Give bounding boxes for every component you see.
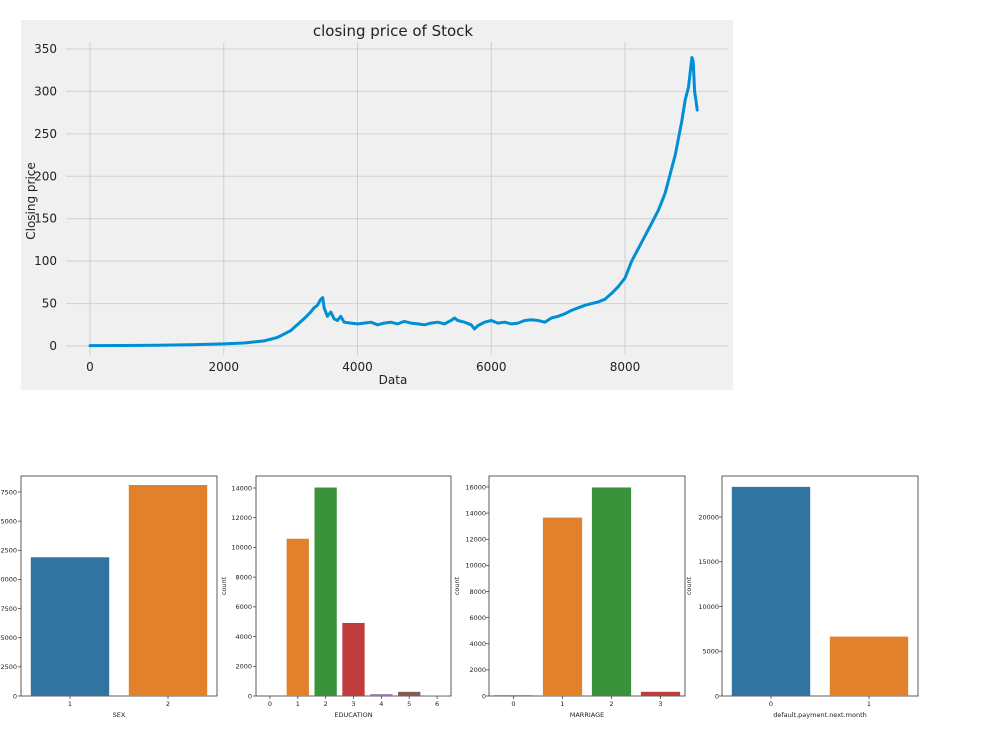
x-tick-label: 8000 [610,360,641,374]
bar-3 [342,622,365,696]
y-tick-label: 0 [482,692,486,700]
bar-4 [370,694,393,696]
y-tick-label: 2500 [0,663,17,671]
x-tick-label: 6 [435,700,439,708]
y-axis-label: count [220,576,228,595]
y-tick-label: 4000 [235,633,252,641]
bar-2 [314,487,337,696]
y-tick-label: 8000 [469,588,486,596]
plot-background [21,20,733,390]
x-tick-label: 4000 [342,360,373,374]
y-tick-label: 0 [49,339,57,353]
y-tick-label: 100 [34,254,57,268]
y-tick-label: 200 [34,169,57,183]
x-axis-label: Data [379,373,408,387]
bar-0 [493,695,534,696]
y-tick-label: 15000 [698,558,719,566]
bar-1 [286,538,309,696]
y-tick-label: 12000 [231,514,252,522]
y-axis-label: Closing price [24,162,38,240]
y-tick-label: 5000 [0,634,17,642]
x-axis-label: MARRIAGE [570,711,604,719]
y-tick-label: 7500 [0,605,17,613]
x-tick-label: 1 [296,700,300,708]
bar-1 [30,557,110,696]
closing-price-line [88,56,699,348]
y-tick-label: 12000 [465,536,486,544]
x-tick-label: 5 [407,700,411,708]
y-axis-label: count [685,576,693,595]
x-axis-label: EDUCATION [334,711,372,719]
x-tick-label: 6000 [476,360,507,374]
y-tick-label: 16000 [465,483,486,491]
axes-frame [488,475,686,697]
y-tick-label: 10000 [465,562,486,570]
bar-6 [425,695,449,696]
bar-5 [398,691,421,696]
y-tick-label: 6000 [235,603,252,611]
y-tick-label: 15000 [0,517,17,525]
x-tick-label: 2000 [208,360,239,374]
x-tick-label: 0 [769,700,773,708]
y-tick-label: 350 [34,42,57,56]
y-tick-label: 150 [34,212,57,226]
y-tick-label: 2000 [235,663,252,671]
y-tick-label: 2000 [469,666,486,674]
y-tick-label: 17500 [0,488,17,496]
y-tick-label: 14000 [231,484,252,492]
x-tick-label: 2 [609,700,613,708]
bar-2 [128,485,208,696]
y-axis-label: count [453,576,461,595]
y-tick-label: 0 [715,692,719,700]
x-tick-label: 1 [68,700,72,708]
y-tick-label: 300 [34,84,57,98]
y-tick-label: 0 [13,692,17,700]
x-tick-label: 2 [324,700,328,708]
x-tick-label: 3 [351,700,355,708]
y-tick-label: 5000 [702,648,719,656]
y-tick-label: 8000 [235,573,252,581]
y-tick-label: 10000 [231,544,252,552]
x-tick-label: 1 [560,700,564,708]
y-tick-label: 10000 [0,576,17,584]
y-tick-label: 20000 [698,513,719,521]
bar-0 [731,486,811,696]
bar-3 [640,691,681,696]
x-tick-label: 0 [511,700,515,708]
x-tick-label: 3 [658,700,662,708]
bar-1 [542,517,583,696]
x-axis-label: default.payment.next.month [773,711,867,719]
y-tick-label: 10000 [698,603,719,611]
bar-2 [591,487,632,696]
chart-title: closing price of Stock [313,22,474,40]
x-tick-label: 4 [379,700,383,708]
bar-1 [829,636,909,696]
y-tick-label: 14000 [465,509,486,517]
y-tick-label: 12500 [0,547,17,555]
y-tick-label: 0 [248,692,252,700]
y-tick-label: 250 [34,127,57,141]
y-tick-label: 6000 [469,614,486,622]
y-tick-label: 50 [42,297,57,311]
x-axis-label: SEX [113,711,126,719]
x-tick-label: 0 [268,700,272,708]
x-tick-label: 0 [86,360,94,374]
x-tick-label: 2 [166,700,170,708]
x-tick-label: 1 [867,700,871,708]
y-tick-label: 4000 [469,640,486,648]
